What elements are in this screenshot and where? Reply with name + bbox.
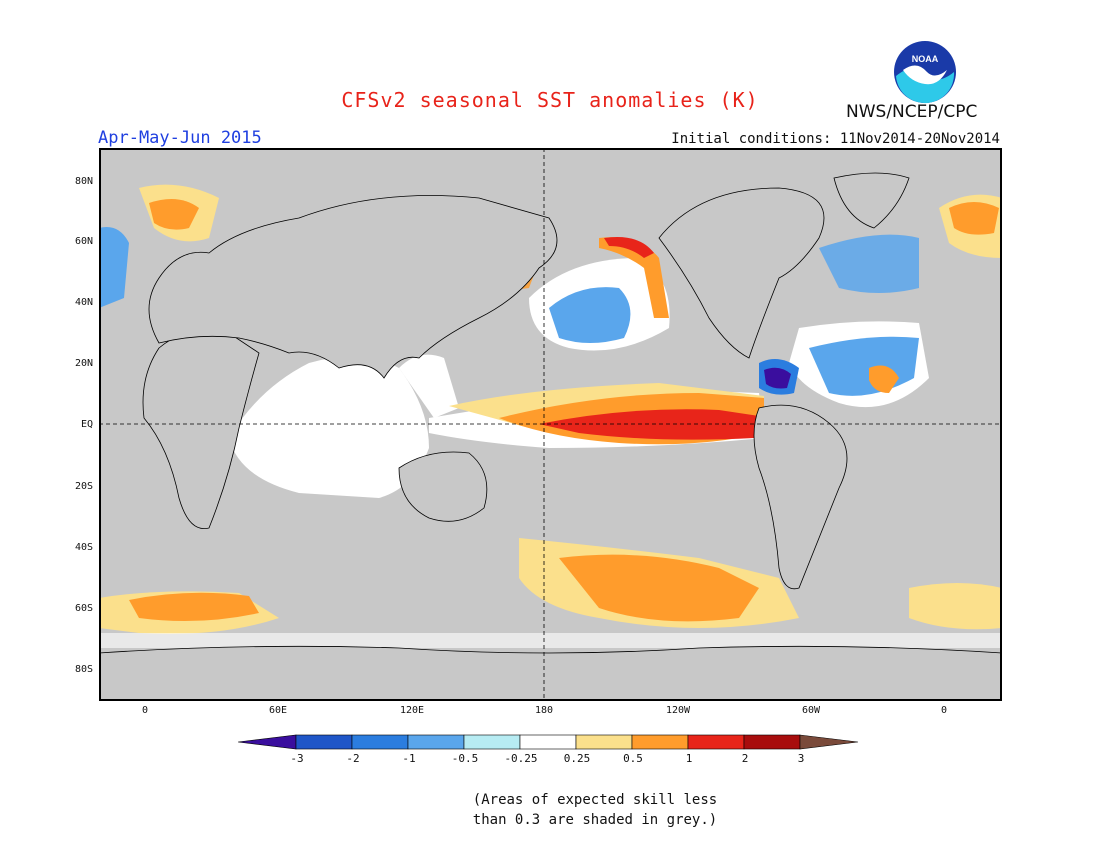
colorbar-swatch <box>463 734 521 750</box>
eurasia-outline <box>148 195 558 379</box>
lat-label: 60N <box>74 236 93 247</box>
pacific-warm-tongue <box>429 383 764 448</box>
colorbar <box>238 734 859 750</box>
lon-label: 60W <box>801 705 821 716</box>
sst-anomaly-map <box>99 148 1002 701</box>
lat-label: 20N <box>74 358 93 369</box>
colorbar-label: 1 <box>685 752 693 765</box>
lat-label: 40S <box>74 542 93 553</box>
colorbar-label: 0.5 <box>623 752 643 765</box>
initial-conditions-label: Initial conditions: 11Nov2014-20Nov2014 <box>671 131 1000 147</box>
north-pacific-anomaly <box>529 237 670 351</box>
org-label: NWS/NCEP/CPC <box>846 102 978 122</box>
south-america-outline <box>753 404 848 590</box>
antarctica-outline <box>99 645 1002 701</box>
southern-ocean-anomaly <box>99 538 1002 648</box>
lon-label: 180 <box>534 705 554 716</box>
colorbar-label: 3 <box>797 752 805 765</box>
colorbar-swatch <box>687 734 745 750</box>
colorbar-swatch <box>295 734 353 750</box>
colorbar-swatch <box>743 734 801 750</box>
africa-outline <box>142 329 260 530</box>
noaa-logo: NOAA <box>894 41 956 104</box>
noaa-logo-text: NOAA <box>912 54 939 64</box>
colorbar-label: -0.5 <box>451 752 479 765</box>
skill-note-line-2: than 0.3 are shaded in grey.) <box>472 812 718 828</box>
lon-label: 60E <box>268 705 288 716</box>
colorbar-swatch <box>351 734 409 750</box>
greenland-outline <box>833 172 910 229</box>
colorbar-label: 2 <box>741 752 749 765</box>
colorbar-label: 0.25 <box>563 752 591 765</box>
north-america-outline <box>658 187 825 359</box>
lon-label: 0 <box>940 705 948 716</box>
colorbar-label: -3 <box>290 752 304 765</box>
lat-label: EQ <box>80 419 93 430</box>
map-title: CFSv2 seasonal SST anomalies (K) <box>341 88 759 112</box>
colorbar-max-arrow <box>799 734 859 750</box>
colorbar-swatch <box>519 734 577 750</box>
colorbar-label: -2 <box>346 752 360 765</box>
indian-ocean-neutral-region <box>229 354 459 498</box>
lat-label: 80S <box>74 664 93 675</box>
australia-outline <box>398 451 488 522</box>
colorbar-label: -0.25 <box>504 752 538 765</box>
lon-label: 120W <box>665 705 691 716</box>
lon-label: 120E <box>399 705 425 716</box>
skill-note-line-1: (Areas of expected skill less <box>472 792 718 808</box>
colorbar-swatch <box>407 734 465 750</box>
colorbar-min-arrow <box>238 734 297 750</box>
continent-outlines <box>99 172 1002 701</box>
lat-label: 60S <box>74 603 93 614</box>
atlantic-anomaly <box>759 194 1002 408</box>
lon-label: 0 <box>141 705 149 716</box>
map-frame <box>99 148 1002 701</box>
colorbar-swatch <box>631 734 689 750</box>
lat-label: 80N <box>74 176 93 187</box>
colorbar-swatch <box>575 734 633 750</box>
colorbar-label: -1 <box>402 752 416 765</box>
season-label: Apr-May-Jun 2015 <box>98 128 262 148</box>
lat-label: 40N <box>74 297 93 308</box>
lat-label: 20S <box>74 481 93 492</box>
